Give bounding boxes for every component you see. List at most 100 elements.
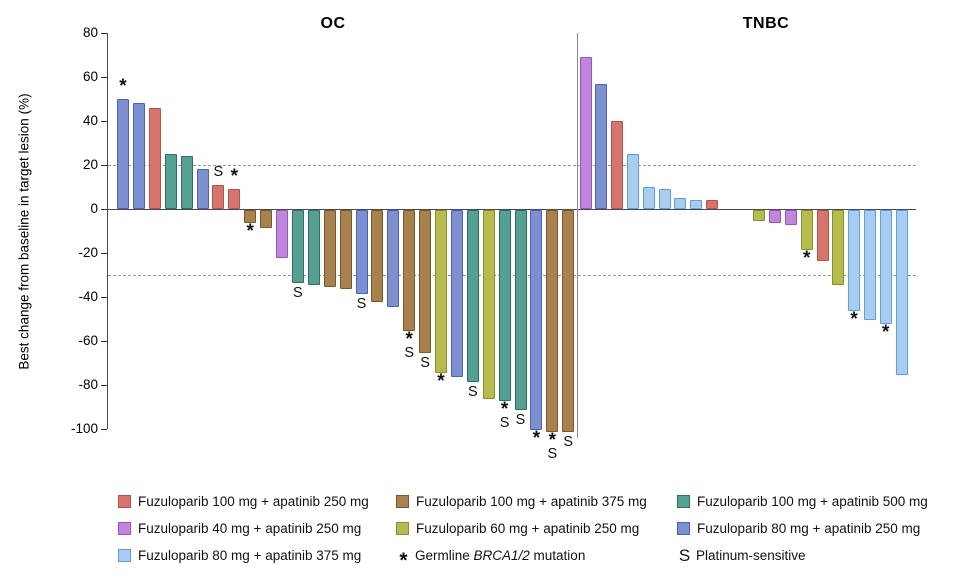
legend-label: Platinum-sensitive	[696, 548, 806, 563]
legend-swatch-f100a250	[118, 495, 131, 508]
y-tick-label: -40	[78, 289, 98, 304]
germline-brca-star-mark: *	[881, 322, 890, 344]
germline-brca-star-mark: *	[532, 428, 541, 449]
bar-f80a250	[387, 210, 400, 307]
bar-f100a500	[307, 210, 320, 285]
bar-annotations: S	[289, 284, 307, 301]
bar-f100a500	[498, 210, 511, 402]
bar-annotations: * S	[496, 399, 514, 430]
bar-annotations: S	[512, 412, 530, 429]
legend-item: S Platinum-sensitive	[677, 542, 928, 569]
y-tick	[101, 253, 107, 255]
bar-f60a250	[800, 210, 813, 250]
y-tick	[101, 297, 107, 299]
platinum-sensitive-s-mark: S	[293, 284, 303, 301]
bar-f100a500	[180, 156, 193, 209]
y-tick	[101, 429, 107, 431]
y-tick-label: -80	[78, 377, 98, 392]
germline-brca-star-mark: *	[500, 399, 509, 421]
legend-item: * Germline BRCA1/2 mutation	[396, 542, 647, 571]
germline-brca-star-mark: *	[802, 247, 811, 269]
bar-f100a250	[148, 107, 161, 209]
bar-f100a500	[514, 210, 527, 411]
legend-item: Fuzuloparib 100 mg + apatinib 375 mg	[396, 488, 647, 515]
bar-f80a250	[117, 99, 129, 209]
bar-f100a250	[228, 189, 241, 209]
bar-f80a375	[879, 210, 892, 325]
bar-annotations: S	[464, 383, 482, 400]
legend-label: Fuzuloparib 100 mg + apatinib 375 mg	[416, 494, 647, 509]
y-tick	[101, 341, 107, 343]
bar-f40a250	[784, 210, 797, 226]
legend-item: Fuzuloparib 60 mg + apatinib 250 mg	[396, 515, 647, 542]
y-tick-label: -60	[78, 333, 98, 348]
legend-label: Germline BRCA1/2 mutation	[415, 548, 586, 563]
platinum-sensitive-s-mark: S	[356, 295, 367, 312]
bar-f100a375	[260, 210, 273, 228]
y-tick	[101, 121, 107, 123]
bar-annotations: S	[559, 434, 577, 451]
bar-annotations: * S	[543, 431, 561, 463]
bar-f80a375	[848, 210, 861, 312]
y-tick	[101, 165, 107, 167]
bar-f100a375	[546, 210, 559, 433]
bar-f80a250	[196, 169, 209, 209]
bar-annotations: *	[798, 247, 816, 269]
germline-brca-star-mark: *	[405, 329, 413, 350]
bar-f80a250	[595, 83, 608, 209]
platinum-sensitive-s-mark: S	[404, 345, 415, 361]
legend-item: Fuzuloparib 40 mg + apatinib 250 mg	[118, 515, 369, 542]
legend-column: Fuzuloparib 100 mg + apatinib 375 mg Fuzu…	[396, 488, 647, 571]
germline-brca-star-mark: *	[246, 221, 254, 243]
bar-annotations: * S	[400, 329, 418, 361]
bar-annotations: *	[845, 310, 863, 329]
bar-f80a250	[355, 210, 368, 294]
bar-f100a250	[705, 200, 718, 209]
platinum-sensitive-s-mark: S	[515, 412, 526, 429]
platinum-sensitive-s-mark: S	[563, 434, 574, 451]
bar-f100a375	[371, 210, 384, 303]
bar-f100a375	[339, 210, 352, 290]
bar-f80a375	[642, 187, 655, 209]
legend-swatch-f80a375	[118, 549, 131, 562]
bar-annotations: S	[209, 163, 227, 180]
bar-f80a375	[658, 189, 671, 209]
bar-annotations: *	[114, 76, 132, 97]
legend-item: Fuzuloparib 80 mg + apatinib 250 mg	[677, 515, 928, 542]
bar-f100a500	[466, 210, 479, 382]
bar-annotations: S	[353, 295, 371, 312]
bar-f80a375	[674, 198, 687, 209]
y-tick-label: -20	[78, 245, 98, 260]
bar-f60a250	[482, 210, 495, 400]
legend-swatch-f40a250	[118, 522, 131, 535]
bar-f80a375	[626, 154, 639, 209]
bar-f100a500	[164, 154, 177, 209]
legend-column: Fuzuloparib 100 mg + apatinib 250 mg Fuzu…	[118, 488, 369, 569]
germline-brca-star-mark: *	[119, 76, 127, 97]
panel-title-oc: OC	[320, 15, 346, 32]
y-tick-label: 80	[82, 25, 98, 40]
legend-swatch-f100a375	[396, 495, 409, 508]
zero-baseline	[107, 209, 916, 211]
platinum-sensitive-s-mark: S	[213, 163, 224, 180]
panel-separator	[577, 33, 579, 438]
bar-f100a375	[244, 210, 257, 224]
bar-f80a250	[450, 210, 463, 378]
bar-annotations: *	[432, 372, 450, 391]
bar-f40a250	[579, 57, 592, 209]
y-tick-label: 0	[90, 201, 98, 216]
bar-f80a375	[863, 210, 876, 320]
platinum-sensitive-s-mark: S	[547, 446, 558, 463]
y-tick-label: 40	[82, 113, 98, 128]
y-tick	[101, 209, 107, 211]
bar-annotations: *	[877, 322, 895, 344]
bar-annotations: *	[241, 221, 259, 243]
bar-f100a500	[291, 210, 304, 283]
legend-label: Fuzuloparib 80 mg + apatinib 375 mg	[138, 548, 362, 563]
platinum-sensitive-s-mark: S	[467, 383, 478, 400]
legend-column: Fuzuloparib 100 mg + apatinib 500 mg Fuzu…	[677, 488, 928, 569]
legend-swatch-f60a250	[396, 522, 409, 535]
legend-item: Fuzuloparib 100 mg + apatinib 250 mg	[118, 488, 369, 515]
reference-line	[108, 275, 916, 276]
